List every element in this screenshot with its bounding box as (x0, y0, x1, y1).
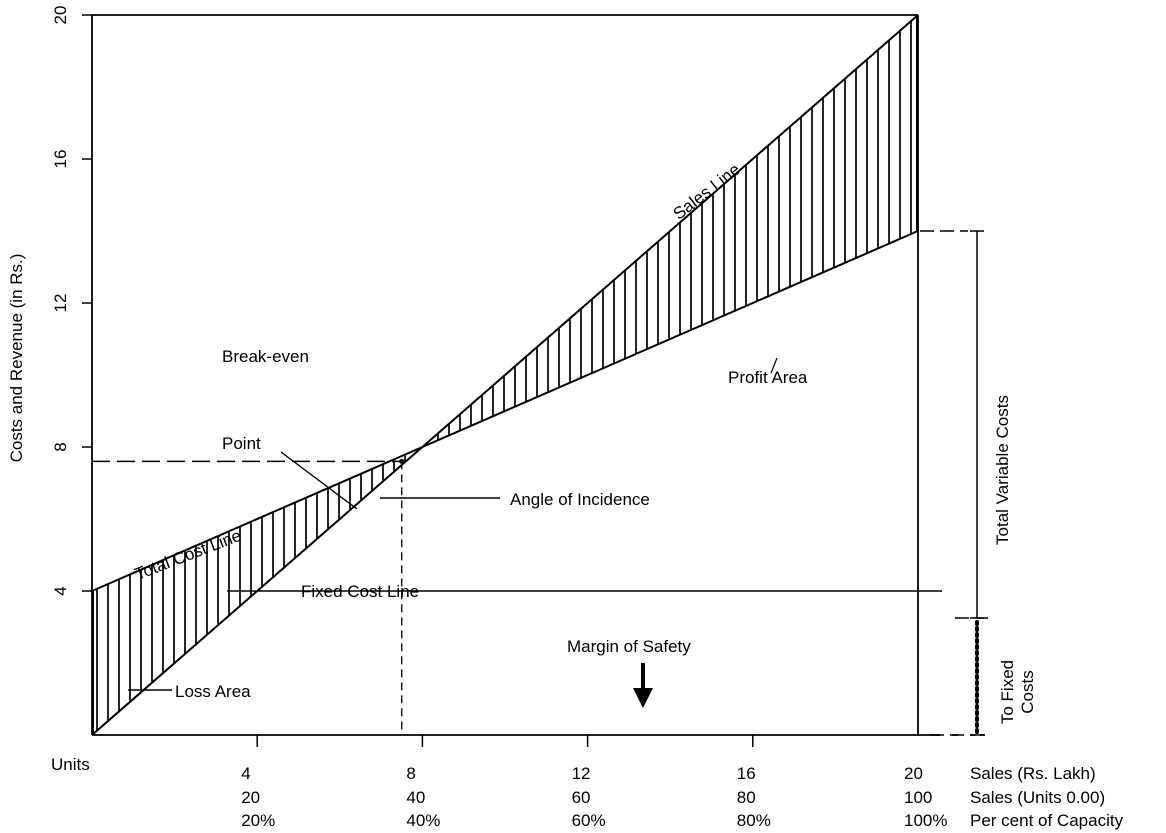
margin-of-safety-arrow-head (633, 688, 653, 708)
x-tick-label-sales-units: 20 (241, 788, 260, 807)
x-tick-label-sales-lakh: 16 (737, 764, 756, 783)
x-tick-label-sales-units: 80 (737, 788, 756, 807)
x-tick-label-sales-lakh: 12 (572, 764, 591, 783)
x-tick-label-capacity: 40% (406, 811, 440, 830)
line-layer (82, 14, 988, 747)
profit-area-leader (770, 357, 778, 374)
x-tick-label-sales-lakh: 8 (406, 764, 415, 783)
x-tick-label-capacity: 80% (737, 811, 771, 830)
x-tick-label-sales-lakh: 20 (904, 764, 923, 783)
y-axis-title: Costs and Revenue (in Rs.) (7, 254, 26, 463)
sales-line-label: Sales Line (669, 160, 743, 224)
margin-of-safety-label: Margin of Safety (567, 637, 691, 656)
x-tick-label-sales-units: 60 (572, 788, 591, 807)
total-variable-costs-label: Total Variable Costs (993, 395, 1012, 545)
x-tick-label-sales-units: 100 (904, 788, 932, 807)
x-row-label-capacity: Per cent of Capacity (970, 811, 1124, 830)
x-tick-label-capacity: 20% (241, 811, 275, 830)
break-even-point (399, 458, 405, 464)
x-row-label-sales-units: Sales (Units 0.00) (970, 788, 1105, 807)
x-tick-label-capacity: 100% (904, 811, 947, 830)
y-tick-label: 16 (51, 150, 70, 169)
sales-line (91, 14, 919, 736)
hatch-layer (92, 15, 918, 735)
y-tick-labels: 4 8 12 16 20 (51, 6, 70, 596)
angle-of-incidence-label: Angle of Incidence (510, 490, 650, 509)
loss-area-label: Loss Area (175, 682, 251, 701)
profit-area-label: Profit Area (728, 368, 808, 387)
total-cost-line-label: Total Cost Line (132, 526, 244, 584)
x-tick-labels: 4 20 20% 8 40 40% 12 60 60% 16 80 80% 20 100 100% (241, 764, 947, 830)
to-fixed-costs-label-2: Costs (1018, 670, 1037, 713)
y-tick-label: 20 (51, 6, 70, 25)
y-tick-label: 4 (51, 586, 70, 595)
y-tick-label: 12 (51, 294, 70, 313)
x-row-label-sales-lakh: Sales (Rs. Lakh) (970, 764, 1096, 783)
to-fixed-costs-label-1: To Fixed (998, 660, 1017, 724)
break-even-label: Break-even (222, 347, 309, 366)
x-tick-label-sales-lakh: 4 (241, 764, 250, 783)
break-even-leader (280, 451, 358, 510)
break-even-point-label: Point (222, 434, 261, 453)
y-tick-label: 8 (51, 442, 70, 451)
x-tick-label-sales-units: 40 (406, 788, 425, 807)
total-cost-line (91, 230, 919, 592)
x-axis-start-label: Units (51, 755, 90, 774)
fixed-cost-line-label: Fixed Cost Line (301, 582, 419, 601)
x-tick-label-capacity: 60% (572, 811, 606, 830)
